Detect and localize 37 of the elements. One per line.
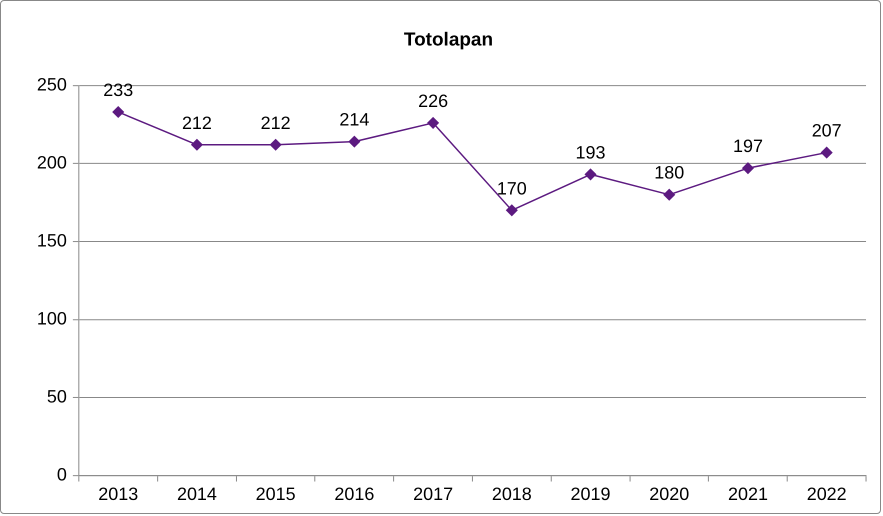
data-label: 197 xyxy=(732,136,763,156)
x-tick-label: 2019 xyxy=(570,484,611,504)
point xyxy=(664,188,675,200)
data-label: 233 xyxy=(103,80,134,100)
y-tick-label: 50 xyxy=(46,386,67,406)
x-tick-label: 2017 xyxy=(413,484,454,504)
data-label: 212 xyxy=(260,112,291,133)
y-tick-label: 0 xyxy=(56,464,67,484)
point xyxy=(820,146,832,158)
point xyxy=(112,106,124,118)
data-label: 212 xyxy=(182,112,212,133)
y-tick-label: 150 xyxy=(36,230,67,250)
point xyxy=(584,168,596,180)
x-tick-label: 2020 xyxy=(649,484,690,504)
x-tick-label: 2014 xyxy=(176,484,217,504)
data-label: 226 xyxy=(418,90,448,111)
data-label: 214 xyxy=(339,110,370,130)
x-tick-label: 2015 xyxy=(256,484,296,504)
x-tick-label: 2013 xyxy=(98,484,138,504)
chart-title: Totolapan xyxy=(404,29,494,50)
data-label: 207 xyxy=(812,120,842,141)
y-tick-label: 100 xyxy=(36,308,67,328)
data-label: 180 xyxy=(654,162,684,183)
point xyxy=(191,139,203,150)
point xyxy=(348,136,360,148)
x-tick-label: 2016 xyxy=(334,484,374,504)
data-label: 170 xyxy=(496,178,527,198)
point xyxy=(270,139,282,150)
data-label: 193 xyxy=(576,142,606,162)
point xyxy=(742,162,754,174)
x-tick-label: 2022 xyxy=(806,484,847,504)
x-tick-label: 2021 xyxy=(728,484,768,504)
point xyxy=(427,117,439,129)
y-tick-label: 250 xyxy=(36,74,67,94)
point xyxy=(506,204,518,216)
x-tick-label: 2018 xyxy=(492,484,532,504)
y-tick-label: 200 xyxy=(36,152,67,172)
